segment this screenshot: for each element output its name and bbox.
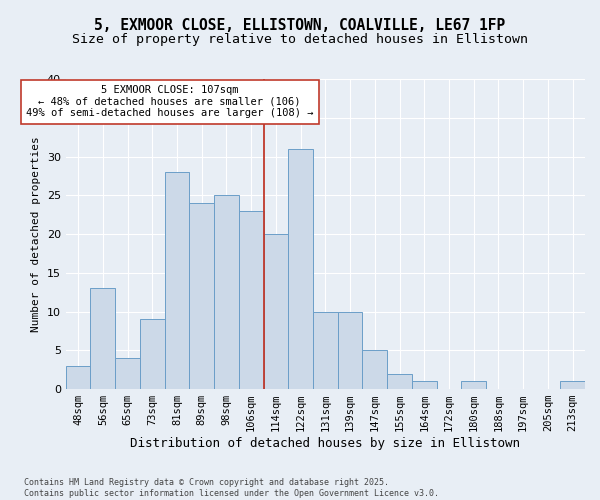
Bar xyxy=(412,382,437,389)
Bar xyxy=(313,312,338,389)
Bar xyxy=(288,149,313,389)
Bar xyxy=(214,196,239,389)
Text: 5 EXMOOR CLOSE: 107sqm
← 48% of detached houses are smaller (106)
49% of semi-de: 5 EXMOOR CLOSE: 107sqm ← 48% of detached… xyxy=(26,85,313,118)
Bar xyxy=(461,382,486,389)
Bar xyxy=(140,320,164,389)
Bar xyxy=(387,374,412,389)
Y-axis label: Number of detached properties: Number of detached properties xyxy=(31,136,41,332)
Bar xyxy=(362,350,387,389)
Text: 5, EXMOOR CLOSE, ELLISTOWN, COALVILLE, LE67 1FP: 5, EXMOOR CLOSE, ELLISTOWN, COALVILLE, L… xyxy=(94,18,506,32)
X-axis label: Distribution of detached houses by size in Ellistown: Distribution of detached houses by size … xyxy=(130,437,520,450)
Bar xyxy=(263,234,288,389)
Bar xyxy=(164,172,190,389)
Bar xyxy=(91,288,115,389)
Bar xyxy=(66,366,91,389)
Bar xyxy=(338,312,362,389)
Bar xyxy=(239,211,263,389)
Bar xyxy=(560,382,585,389)
Text: Contains HM Land Registry data © Crown copyright and database right 2025.
Contai: Contains HM Land Registry data © Crown c… xyxy=(24,478,439,498)
Text: Size of property relative to detached houses in Ellistown: Size of property relative to detached ho… xyxy=(72,32,528,46)
Bar xyxy=(115,358,140,389)
Bar xyxy=(190,203,214,389)
